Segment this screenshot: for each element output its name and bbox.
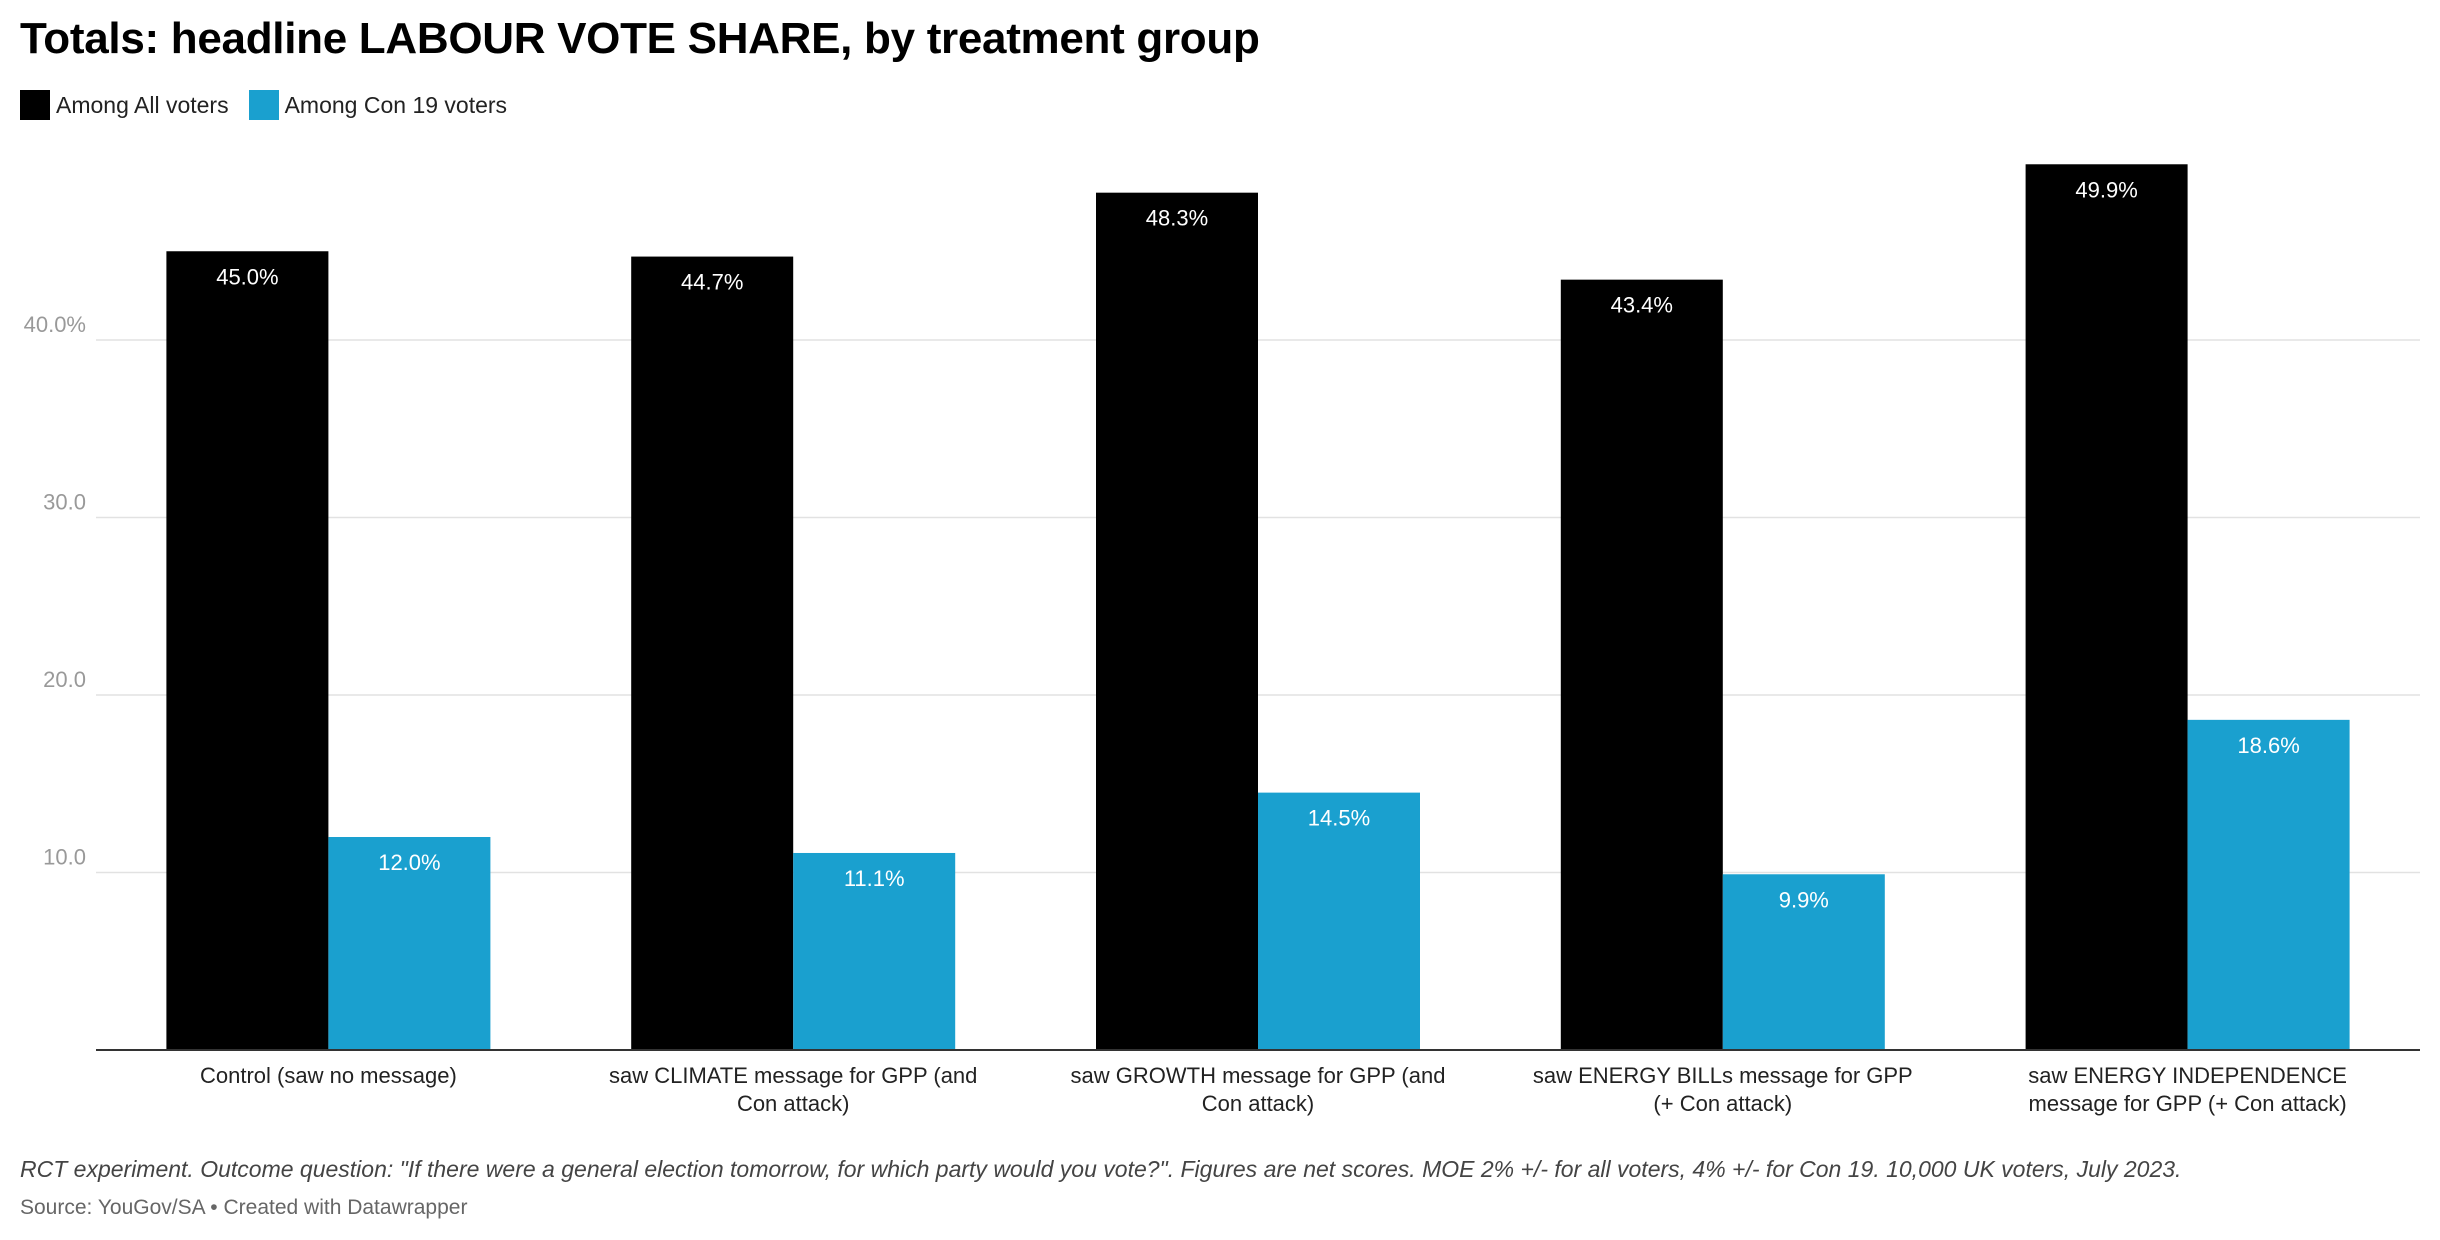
x-tick-label-line: Control (saw no message) xyxy=(200,1063,457,1088)
data-label: 9.9% xyxy=(1779,887,1829,912)
x-tick-label: saw ENERGY BILLs message for GPP (+ Con a… xyxy=(1533,1063,1913,1116)
x-tick-label-line: saw ENERGY BILLs message for GPP xyxy=(1533,1063,1913,1088)
legend: Among All voters Among Con 19 voters xyxy=(20,90,527,120)
x-tick-label: saw ENERGY INDEPENDENCE message for GPP (… xyxy=(2028,1063,2347,1116)
chart-title: Totals: headline LABOUR VOTE SHARE, by t… xyxy=(20,14,1260,63)
data-label: 12.0% xyxy=(378,850,440,875)
legend-swatch-all-voters xyxy=(20,90,50,120)
x-tick-label-line: saw GROWTH message for GPP (and xyxy=(1071,1063,1446,1088)
chart-notes: RCT experiment. Outcome question: "If th… xyxy=(20,1156,2182,1182)
legend-label-con19-voters: Among Con 19 voters xyxy=(284,91,508,118)
data-label: 18.6% xyxy=(2237,733,2299,758)
x-tick-label-line: Con attack) xyxy=(737,1091,850,1116)
data-label: 43.4% xyxy=(1611,293,1673,318)
data-label: 48.3% xyxy=(1146,206,1208,231)
data-label: 45.0% xyxy=(216,264,278,289)
x-tick-label-line: (+ Con attack) xyxy=(1653,1091,1792,1116)
data-label: 11.1% xyxy=(844,866,905,891)
bar-chart: 10.0 20.0 30.0 40.0% 45.0% 12.0% Control (saw … xyxy=(24,164,2420,1116)
x-tick-label-line: saw CLIMATE message for GPP (and xyxy=(609,1063,977,1088)
x-tick-label-line: saw ENERGY INDEPENDENCE xyxy=(2028,1063,2347,1088)
legend-swatch-con19-voters xyxy=(248,90,279,120)
y-tick-label: 40.0% xyxy=(24,312,86,337)
legend-label-all-voters: Among All voters xyxy=(56,91,229,118)
x-tick-label-line: message for GPP (+ Con attack) xyxy=(2029,1091,2347,1116)
bar-con19-voters xyxy=(1258,792,1420,1050)
legend-item-con19-voters: Among Con 19 voters xyxy=(248,90,508,120)
x-tick-label: saw CLIMATE message for GPP (and Con atta… xyxy=(609,1063,977,1116)
chart-source: Source: YouGov/SA • Created with Datawra… xyxy=(20,1196,468,1219)
bar-con19-voters xyxy=(2187,719,2350,1050)
y-tick-label: 10.0 xyxy=(43,845,86,870)
bar-all-voters xyxy=(631,256,794,1050)
bar-con19-voters xyxy=(328,837,491,1050)
data-label: 14.5% xyxy=(1308,806,1370,831)
y-tick-label: 20.0 xyxy=(43,667,86,692)
data-label: 44.7% xyxy=(681,270,743,295)
y-tick-label: 30.0 xyxy=(43,490,86,515)
bar-all-voters xyxy=(166,251,329,1050)
x-tick-label: Control (saw no message) xyxy=(200,1063,457,1088)
x-tick-label-line: Con attack) xyxy=(1202,1091,1315,1116)
legend-item-all-voters: Among All voters xyxy=(20,90,229,120)
x-tick-label: saw GROWTH message for GPP (and Con attac… xyxy=(1071,1063,1446,1116)
bar-con19-voters xyxy=(1722,874,1885,1050)
data-label: 49.9% xyxy=(2075,177,2137,202)
bar-all-voters xyxy=(2025,164,2188,1050)
bar-all-voters xyxy=(1096,192,1258,1051)
bar-con19-voters xyxy=(793,852,956,1050)
bar-all-voters xyxy=(1560,279,1723,1050)
